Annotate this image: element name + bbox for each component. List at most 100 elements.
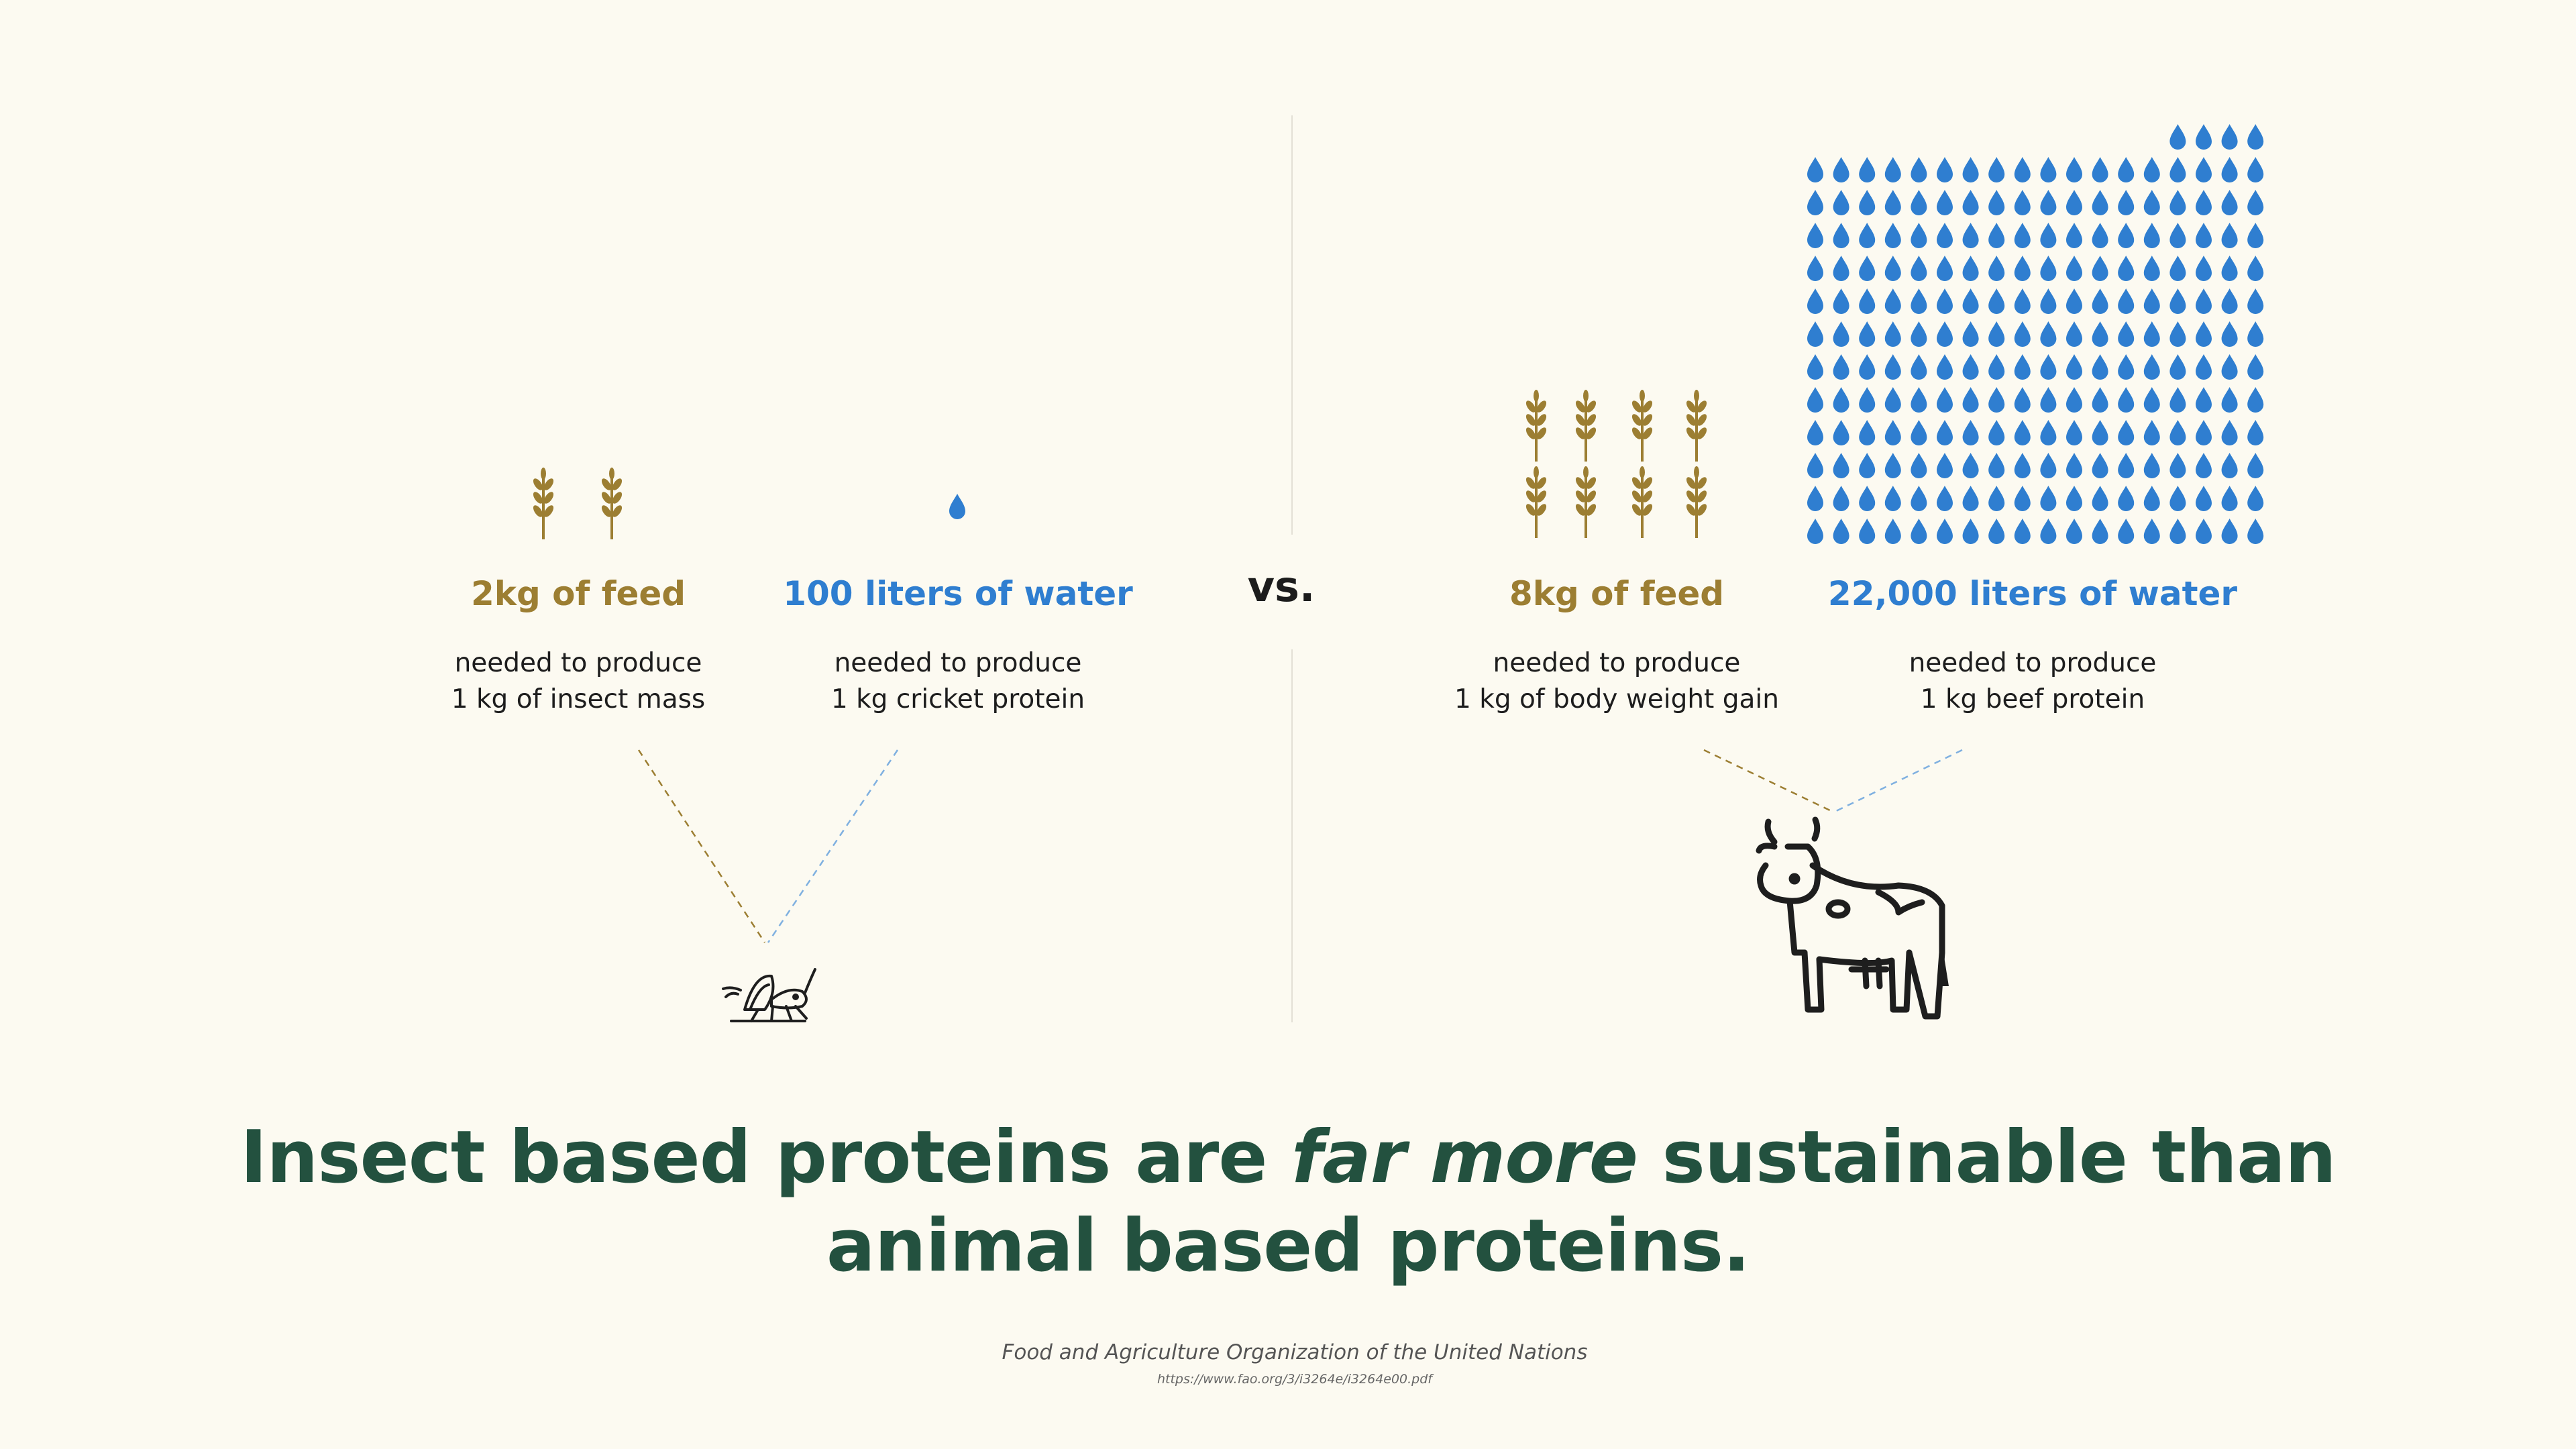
water-drop-icon [2014,256,2031,281]
water-drop-icon [1884,223,1901,248]
water-drop-icon [2221,453,2238,478]
water-drop-icon [2040,223,2057,248]
water-drop-icon [1988,354,2005,380]
water-drop-icon [1807,223,1823,248]
water-drop-icon [1859,321,1876,347]
water-drop-icon [2221,223,2238,248]
water-drop-icon [1937,190,1953,215]
water-drop-icon [1937,519,1953,544]
water-drop-icon [2092,288,2108,314]
water-drop-icon [1911,453,1927,478]
water-drop-icon [2066,256,2082,281]
water-drop-icon [1859,354,1876,380]
water-drop-icon [2196,453,2212,478]
water-drop-icon [1807,288,1823,314]
water-drop-icon [2247,288,2264,314]
water-drop-icon [1884,321,1901,347]
water-drop-icon [2118,519,2135,544]
water-drop-icon [1884,354,1901,380]
water-drop-icon [1988,486,2005,511]
water-drop-icon [1884,387,1901,413]
wheat-icon [1629,465,1656,539]
water-drop-icon [2196,321,2212,347]
water-drop-icon [1911,190,1927,215]
water-drop-icon [2118,486,2135,511]
water-drop-icon [2247,157,2264,182]
water-drop-icon [2221,519,2238,544]
insect-feed-heading: 2kg of feed [470,574,686,613]
water-drop-icon [1962,486,1979,511]
water-drop-icon [2247,223,2264,248]
water-drop-icon [2092,223,2108,248]
cow-feed-wheat-icons [1523,388,1710,539]
water-drop-icon [1911,157,1927,182]
water-drop-icon [1962,453,1979,478]
cow-water-heading: 22,000 liters of water [1827,574,2238,613]
cow-feed-desc-line2: 1 kg of body weight gain [1454,684,1779,714]
water-drop-icon [2169,387,2186,413]
water-drop-icon [1884,157,1901,182]
connector-line [767,749,899,943]
water-drop-icon [2014,288,2031,314]
water-drop-icon [2040,354,2057,380]
water-drop-icon [1833,486,1849,511]
water-drop-icon [2196,256,2212,281]
water-drop-icon [1911,223,1927,248]
water-drop-icon [2169,321,2186,347]
water-drop-icon [2118,288,2135,314]
water-drop-icon [1962,387,1979,413]
headline-line1: Insect based proteins are far more susta… [240,1114,2337,1202]
source-name: Food and Agriculture Organization of the… [1002,1340,1588,1364]
water-drop-icon [2118,190,2135,215]
water-drop-icon [1988,420,2005,445]
water-drop-icon [1911,256,1927,281]
water-drop-icon [1988,288,2005,314]
water-drop-icon [2014,354,2031,380]
water-drop-icon [2040,190,2057,215]
water-drop-icon [2143,486,2160,511]
water-drop-icon [1911,288,1927,314]
water-drop-icon [2196,124,2212,150]
water-drop-icon [1859,486,1876,511]
water-drop-icon [1833,223,1849,248]
water-drop-icon [2169,157,2186,182]
water-drop-icon [1807,256,1823,281]
water-drop-icon [2040,519,2057,544]
water-drop-icon [2092,321,2108,347]
water-drop-icon [949,494,965,519]
water-drop-icon [1988,223,2005,248]
water-drop-icon [1937,321,1953,347]
water-drop-icon [2221,124,2238,150]
water-drop-icon [1884,256,1901,281]
water-drop-icon [2040,453,2057,478]
source-url[interactable]: https://www.fao.org/3/i3264e/i3264e00.pd… [1157,1372,1433,1387]
water-drop-icon [1937,223,1953,248]
cow-icon [1756,816,1945,1020]
water-drop-icon [1859,256,1876,281]
cow-water-desc-line2: 1 kg beef protein [1920,684,2145,714]
water-drop-icon [2118,387,2135,413]
water-drop-icon [1833,519,1849,544]
water-drop-icon [1988,387,2005,413]
wheat-icon [1523,465,1550,539]
headline-part2: sustainable than [1638,1116,2337,1199]
water-drop-icon [2066,453,2082,478]
headline: Insect based proteins are far more susta… [240,1114,2337,1291]
water-drop-icon [1833,453,1849,478]
water-drop-icon [2221,321,2238,347]
water-drop-icon [2247,190,2264,215]
water-drop-icon [2169,420,2186,445]
water-drop-icon [2066,420,2082,445]
headline-line2: animal based proteins. [826,1204,1750,1288]
water-drop-icon [2143,157,2160,182]
water-drop-icon [1911,420,1927,445]
water-drop-icon [2247,519,2264,544]
wheat-icon [530,466,557,541]
water-drop-icon [1884,190,1901,215]
water-drop-icon [1859,519,1876,544]
water-drop-icon [2221,256,2238,281]
water-drop-icon [2221,288,2238,314]
water-drop-icon [2221,420,2238,445]
water-drop-icon [2196,223,2212,248]
